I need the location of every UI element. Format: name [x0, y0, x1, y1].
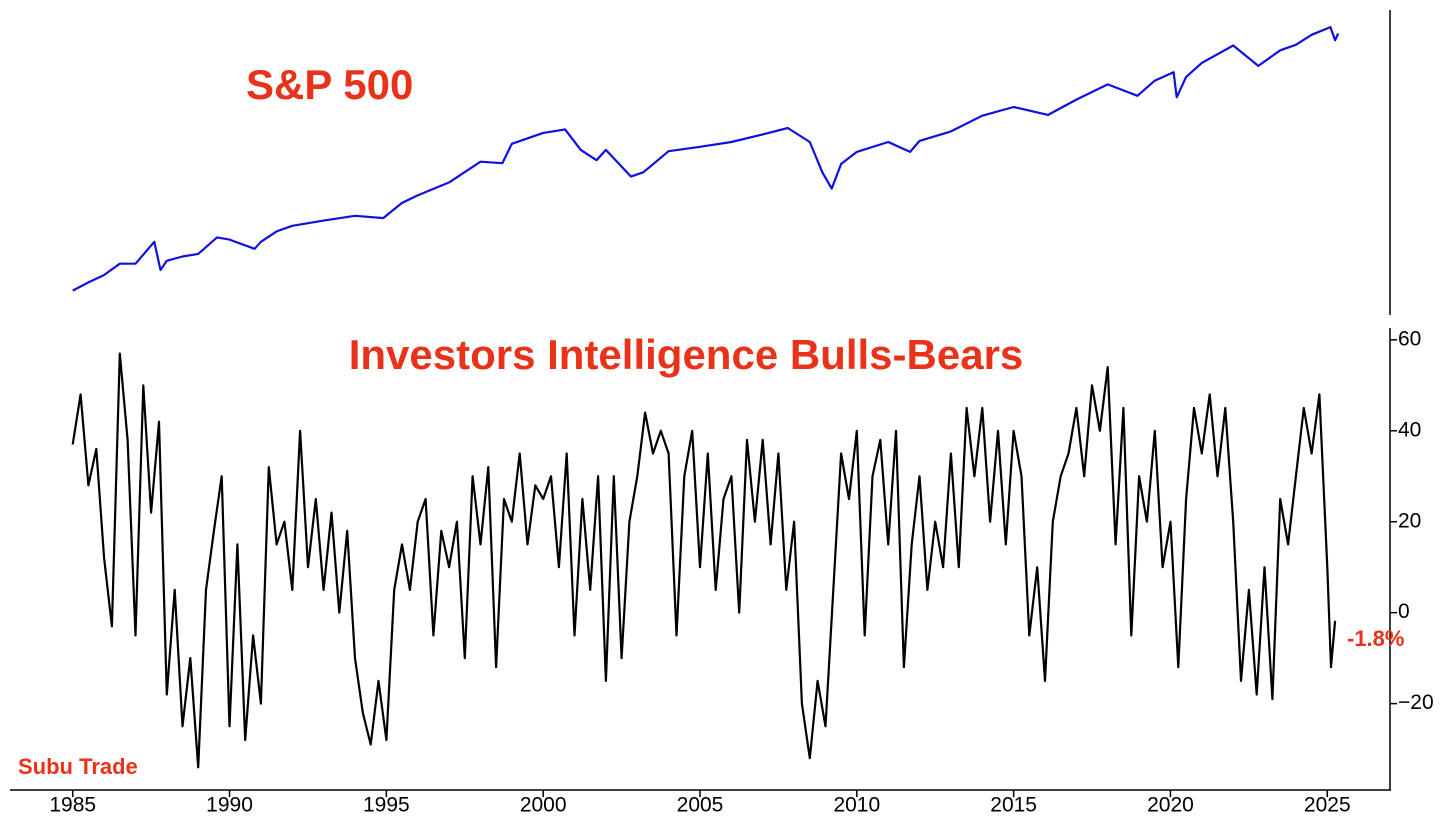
series-line: [71, 352, 1337, 769]
panel-title: Investors Intelligence Bulls-Bears: [349, 331, 1024, 378]
panel-title: S&P 500: [246, 61, 413, 108]
x-tick-label: 2000: [520, 794, 567, 817]
x-tick-label: 2025: [1304, 794, 1351, 817]
x-tick-label: 2020: [1147, 794, 1194, 817]
y-tick-label: 40: [1398, 418, 1421, 441]
annotation: -1.8%: [1347, 626, 1404, 651]
x-tick-label: 2015: [990, 794, 1037, 817]
y-tick-label: 0: [1398, 600, 1410, 623]
y-tick-label: −20: [1398, 691, 1434, 714]
x-tick-label: 2005: [677, 794, 724, 817]
annotation: Subu Trade: [18, 754, 138, 779]
x-tick-label: 1990: [206, 794, 253, 817]
y-tick-label: 60: [1398, 327, 1421, 350]
x-tick-label: 1985: [49, 794, 96, 817]
series-line: [72, 26, 1340, 292]
x-tick-label: 1995: [363, 794, 410, 817]
y-tick-label: 20: [1398, 509, 1421, 532]
x-tick-label: 2010: [833, 794, 880, 817]
